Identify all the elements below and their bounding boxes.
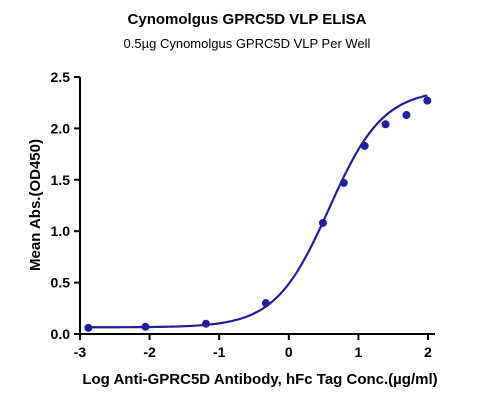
data-point xyxy=(339,178,348,187)
data-point xyxy=(201,319,210,328)
data-point xyxy=(360,141,369,150)
data-point xyxy=(381,120,390,129)
y-tick-label: 0.5 xyxy=(51,275,71,291)
axes xyxy=(79,77,435,335)
data-point xyxy=(402,111,411,120)
y-ticks: 0.0 0.5 1.0 1.5 2.0 2.5 xyxy=(51,69,80,342)
data-point xyxy=(84,323,93,332)
chart-subtitle: 0.5µg Cynomolgus GPRC5D VLP Per Well xyxy=(124,36,371,51)
x-tick-label: -1 xyxy=(213,344,226,360)
x-tick-label: -2 xyxy=(143,344,156,360)
fit-curve xyxy=(88,94,428,329)
x-tick-label: 2 xyxy=(424,344,432,360)
x-tick-label: 1 xyxy=(355,344,363,360)
y-axis-title: Mean Abs.(OD450) xyxy=(27,139,44,271)
data-point xyxy=(318,218,327,227)
y-tick-label: 0.0 xyxy=(51,326,71,342)
x-tick-label: -3 xyxy=(74,344,87,360)
data-point xyxy=(141,322,150,331)
data-point xyxy=(261,299,270,308)
data-point xyxy=(423,96,432,105)
x-ticks: -3 -2 -1 0 1 2 xyxy=(74,334,432,360)
x-axis-title: Log Anti-GPRC5D Antibody, hFc Tag Conc.(… xyxy=(82,371,437,388)
y-tick-label: 1.0 xyxy=(51,223,71,239)
y-tick-label: 2.0 xyxy=(51,120,71,136)
y-tick-label: 2.5 xyxy=(51,69,71,85)
y-tick-label: 1.5 xyxy=(51,172,71,188)
x-tick-label: 0 xyxy=(285,344,293,360)
data-points xyxy=(84,96,432,332)
chart-title: Cynomolgus GPRC5D VLP ELISA xyxy=(128,11,367,28)
